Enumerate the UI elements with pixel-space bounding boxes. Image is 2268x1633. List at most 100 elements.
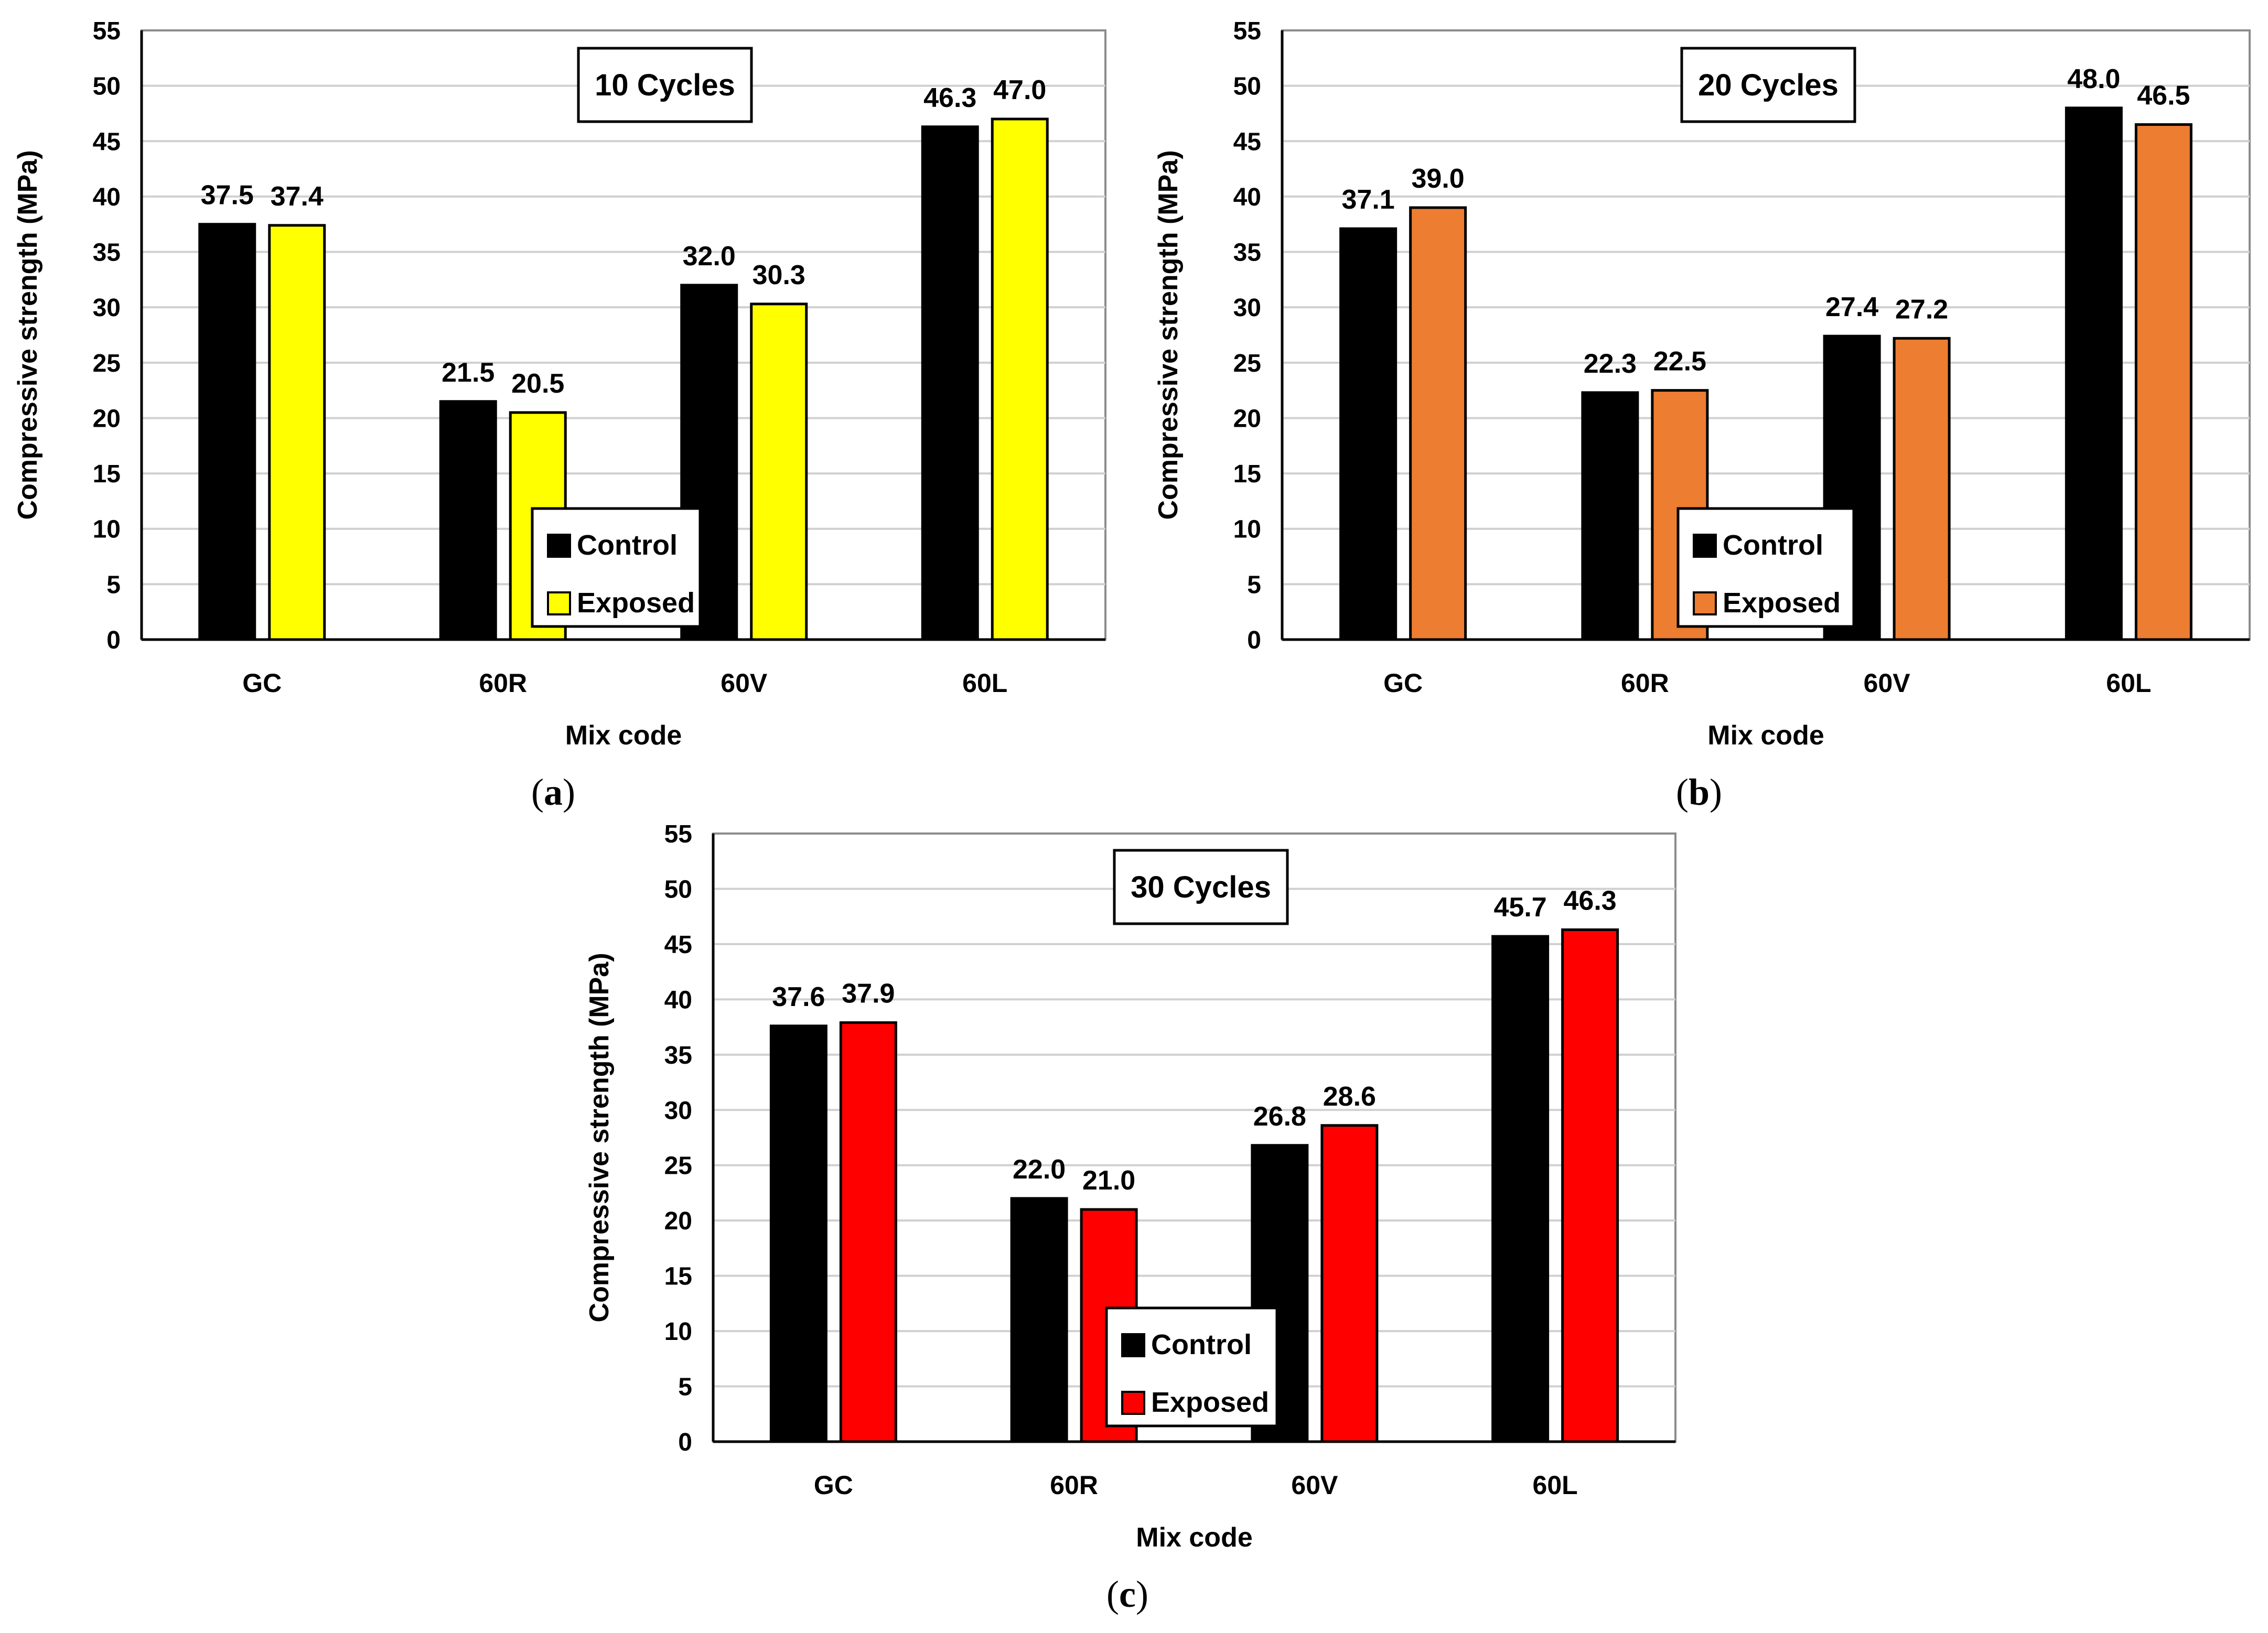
x-tick-label: 60V	[1291, 1470, 1338, 1500]
y-tick-label: 25	[1233, 350, 1261, 377]
bar-control-60l	[2065, 106, 2123, 641]
data-label: 48.0	[2067, 64, 2120, 94]
data-label: 20.5	[511, 369, 564, 399]
chart-title-box	[1680, 47, 1856, 123]
legend-swatch-exposed	[1121, 1391, 1145, 1415]
x-tick-label: 60R	[479, 668, 527, 698]
legend-swatch-control	[1693, 534, 1717, 558]
x-tick-label: GC	[814, 1470, 853, 1500]
chart-title: 10 Cycles	[595, 68, 735, 102]
y-tick-label: 55	[664, 820, 692, 848]
legend-label-control: Control	[1151, 1329, 1252, 1360]
y-tick-label: 45	[1233, 128, 1261, 156]
bar-exposed-60v	[1893, 337, 1951, 641]
x-tick-label: 60V	[1864, 668, 1911, 698]
bar-control-60l	[921, 125, 979, 641]
bar-control-60r	[439, 400, 497, 641]
chart-title-box	[1113, 849, 1289, 925]
y-tick-label: 0	[678, 1429, 692, 1456]
x-tick-label: GC	[242, 668, 282, 698]
y-tick-label: 5	[1247, 571, 1261, 599]
y-tick-label: 30	[1233, 294, 1261, 322]
y-axis-title: Compressive strength (MPa)	[13, 150, 43, 520]
y-tick-label: 25	[664, 1152, 692, 1180]
x-axis-title: Mix code	[1707, 720, 1824, 751]
y-tick-label: 20	[93, 405, 121, 432]
bar-control-60l	[1491, 935, 1550, 1443]
panel-caption: (b)	[1676, 771, 1722, 813]
x-tick-label: 60L	[962, 668, 1007, 698]
bar-exposed-60l	[1561, 928, 1619, 1443]
y-tick-label: 40	[664, 986, 692, 1014]
x-tick-label: 60V	[721, 668, 768, 698]
y-tick-label: 50	[1233, 73, 1261, 101]
chart-panel-c: 0 5 10 15 20 25 30 35 40 45 50 55 37.6 37.9 GC 22.0 21.0…	[584, 820, 1676, 1615]
data-label: 32.0	[683, 241, 736, 272]
data-label: 22.5	[1653, 347, 1706, 377]
data-label: 37.6	[772, 982, 825, 1012]
y-tick-label: 5	[106, 571, 121, 599]
panel-caption: (a)	[531, 771, 575, 813]
bar-exposed-60v	[750, 302, 808, 641]
y-tick-label: 55	[93, 17, 121, 45]
bar-exposed-60l	[991, 117, 1049, 641]
y-tick-label: 15	[93, 460, 121, 488]
data-label: 22.0	[1013, 1154, 1066, 1185]
y-tick-label: 40	[93, 183, 121, 211]
bar-exposed-60l	[2134, 123, 2192, 641]
data-label: 27.2	[1895, 294, 1948, 325]
chart-title-box	[577, 47, 753, 123]
y-tick-label: 35	[93, 239, 121, 267]
legend-swatch-control	[1121, 1333, 1145, 1357]
bar-control-60r	[1010, 1197, 1068, 1443]
y-tick-label: 55	[1233, 17, 1261, 45]
legend-label-exposed: Exposed	[1723, 587, 1841, 619]
x-tick-label: 60R	[1050, 1470, 1098, 1500]
data-label: 46.5	[2137, 81, 2190, 111]
bar-control-gc	[1339, 227, 1398, 641]
legend-label-exposed: Exposed	[1151, 1387, 1269, 1418]
y-tick-label: 15	[664, 1263, 692, 1291]
y-tick-label: 10	[664, 1318, 692, 1346]
y-tick-label: 35	[664, 1042, 692, 1069]
data-label: 37.4	[271, 181, 324, 212]
data-label: 37.9	[842, 979, 895, 1009]
panel-caption: (c)	[1106, 1573, 1148, 1615]
data-label: 26.8	[1253, 1101, 1306, 1132]
bar-exposed-gc	[268, 224, 326, 641]
legend-swatch-exposed	[1693, 591, 1717, 615]
data-label: 22.3	[1584, 349, 1637, 379]
y-tick-label: 25	[93, 350, 121, 377]
y-tick-label: 20	[664, 1207, 692, 1235]
y-tick-label: 50	[93, 73, 121, 101]
x-tick-label: 60L	[2106, 668, 2151, 698]
x-tick-label: 60R	[1621, 668, 1669, 698]
y-tick-label: 40	[1233, 183, 1261, 211]
chart-panel-a: 0 5 10 15 20 25 30 35 40 45 50 55 37.5 37.4 GC 21.5 20.5…	[13, 17, 1106, 813]
chart-title: 20 Cycles	[1698, 68, 1839, 102]
y-tick-label: 0	[1247, 626, 1261, 654]
data-label: 46.3	[1564, 885, 1617, 916]
y-tick-label: 0	[106, 626, 121, 654]
data-label: 37.5	[201, 180, 254, 211]
data-label: 21.5	[442, 358, 495, 388]
y-axis-title: Compressive strength (MPa)	[1153, 150, 1184, 520]
bar-exposed-gc	[1409, 206, 1467, 641]
data-label: 46.3	[923, 83, 976, 113]
x-axis-title: Mix code	[565, 720, 682, 751]
data-label: 47.0	[993, 75, 1046, 105]
bar-control-gc	[769, 1024, 827, 1443]
bar-exposed-gc	[839, 1021, 897, 1443]
bar-control-gc	[198, 223, 256, 641]
legend-swatch-control	[547, 534, 571, 558]
chart-title: 30 Cycles	[1131, 870, 1271, 904]
data-label: 45.7	[1494, 892, 1547, 923]
y-tick-label: 35	[1233, 239, 1261, 267]
bar-exposed-60v	[1320, 1124, 1379, 1443]
y-tick-label: 30	[93, 294, 121, 322]
bar-control-60r	[1581, 391, 1639, 641]
y-tick-label: 45	[664, 931, 692, 959]
x-tick-label: GC	[1383, 668, 1423, 698]
y-tick-label: 20	[1233, 405, 1261, 432]
